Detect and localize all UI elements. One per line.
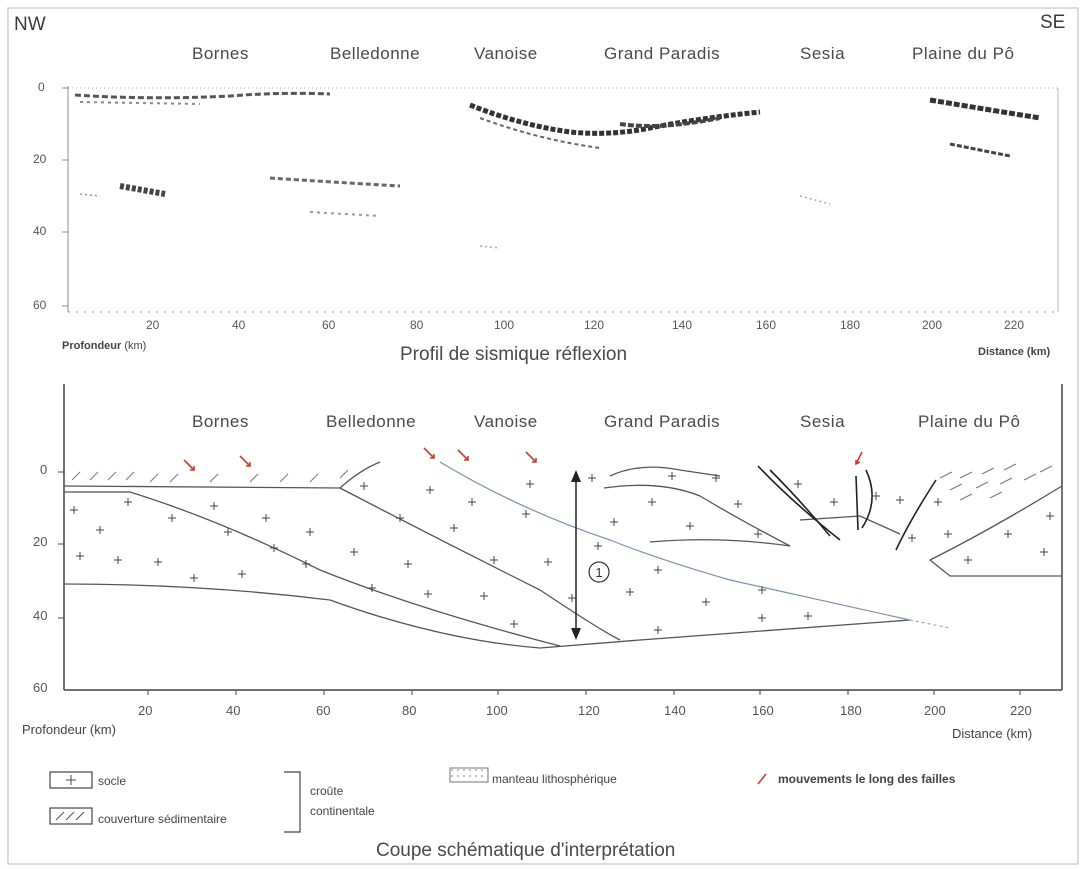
- bottom-ytick-0: 0: [40, 462, 48, 477]
- top-region-vanoise: Vanoise: [474, 44, 538, 63]
- top-region-plaine-du-po: Plaine du Pô: [912, 44, 1015, 63]
- bottom-region-grand-paradis: Grand Paradis: [604, 412, 721, 431]
- bottom-xtick-80: 80: [402, 703, 417, 718]
- cover-hatching-east: [939, 463, 1053, 501]
- top-panel-title: Profil de sismique réflexion: [400, 344, 628, 365]
- bottom-region-belledonne: Belledonne: [326, 412, 417, 431]
- top-ytick-20: 20: [33, 152, 47, 166]
- legend-failles-label: mouvements le long des failles: [778, 772, 956, 786]
- top-region-grand-paradis: Grand Paradis: [604, 44, 721, 63]
- top-xtick-40: 40: [232, 318, 246, 332]
- legend-manteau-label: manteau lithosphérique: [492, 772, 617, 786]
- socle-crosses: [70, 472, 1054, 634]
- seismic-profile-panel: [62, 86, 1060, 313]
- legend-couverture-label: couverture sédimentaire: [98, 812, 227, 826]
- reflector-belledonne-deep: [269, 176, 401, 188]
- bottom-x-axis-label: Distance (km): [952, 726, 1033, 741]
- top-ytick-60: 60: [33, 298, 47, 312]
- depth-arrow-head-top: [571, 470, 581, 482]
- top-xtick-20: 20: [146, 318, 160, 332]
- reflector-po-deep: [949, 142, 1011, 158]
- outer-frame: [7, 7, 1079, 865]
- top-xtick-140: 140: [672, 318, 693, 332]
- bottom-xtick-180: 180: [840, 703, 862, 718]
- legend-couverture-swatch: [49, 807, 93, 825]
- cover-hatching-west: [71, 469, 349, 483]
- top-xtick-100: 100: [494, 318, 515, 332]
- marker-circle: [588, 561, 610, 583]
- bottom-xtick-160: 160: [752, 703, 774, 718]
- top-xtick-80: 80: [410, 318, 424, 332]
- bottom-panel-title: Coupe schématique d'interprétation: [376, 840, 676, 861]
- subduction-plane: [439, 461, 911, 621]
- bottom-xtick-140: 140: [664, 703, 686, 718]
- depth-arrow-head-bottom: [571, 628, 581, 640]
- bottom-xtick-120: 120: [578, 703, 600, 718]
- legend-socle-swatch: [49, 771, 93, 789]
- legend: [49, 767, 767, 833]
- top-xtick-60: 60: [322, 318, 336, 332]
- legend-croute-bracket: [284, 771, 301, 833]
- marker-number: 1: [595, 565, 602, 580]
- fault-movement-arrows: [183, 447, 863, 471]
- top-xtick-120: 120: [584, 318, 605, 332]
- top-ytick-40: 40: [33, 224, 47, 238]
- bottom-y-axis-label: Profondeur (km): [22, 722, 116, 737]
- top-region-bornes: Bornes: [192, 44, 249, 63]
- legend-manteau-swatch: [449, 767, 489, 783]
- top-xtick-180: 180: [840, 318, 861, 332]
- nw-label: NW: [14, 14, 46, 35]
- bottom-region-vanoise: Vanoise: [474, 412, 538, 431]
- legend-socle-label: socle: [98, 774, 127, 788]
- legend-failles-arrow: [757, 773, 767, 785]
- top-xtick-160: 160: [756, 318, 777, 332]
- cover-base-west: [63, 461, 381, 489]
- bottom-xtick-60: 60: [316, 703, 331, 718]
- top-region-sesia: Sesia: [800, 44, 846, 63]
- top-region-belledonne: Belledonne: [330, 44, 421, 63]
- top-xtick-200: 200: [922, 318, 943, 332]
- legend-croute-line1: croûte: [310, 784, 344, 798]
- legend-croute-line2: continentale: [310, 804, 375, 818]
- bottom-region-sesia: Sesia: [800, 412, 846, 431]
- bottom-xtick-20: 20: [138, 703, 153, 718]
- bottom-xtick-40: 40: [226, 703, 241, 718]
- bottom-xtick-200: 200: [924, 703, 946, 718]
- top-y-axis-label: Profondeur (km): [62, 340, 147, 352]
- bottom-xtick-100: 100: [486, 703, 508, 718]
- socle-boundary-2: [339, 487, 621, 641]
- reflector-po-shallow: [929, 97, 1041, 121]
- bottom-region-bornes: Bornes: [192, 412, 249, 431]
- top-xtick-220: 220: [1004, 318, 1025, 332]
- interpretation-panel: 1: [58, 384, 1063, 695]
- reflector-bornes-deep: [119, 183, 166, 197]
- se-label: SE: [1040, 12, 1066, 33]
- top-ytick-0: 0: [38, 80, 45, 94]
- socle-boundary-1: [64, 491, 561, 647]
- bottom-ytick-40: 40: [33, 608, 48, 623]
- paradis-nappe: [603, 484, 791, 547]
- moho-line: [63, 583, 911, 649]
- faults: [757, 465, 937, 551]
- bottom-ytick-60: 60: [33, 680, 48, 695]
- bottom-ytick-20: 20: [33, 534, 48, 549]
- bottom-region-plaine-du-po: Plaine du Pô: [918, 412, 1021, 431]
- bottom-xtick-220: 220: [1010, 703, 1032, 718]
- top-x-axis-label: Distance (km): [978, 346, 1051, 358]
- reflector-shallow-west: [74, 91, 331, 100]
- reflector-vanoise: [469, 102, 761, 136]
